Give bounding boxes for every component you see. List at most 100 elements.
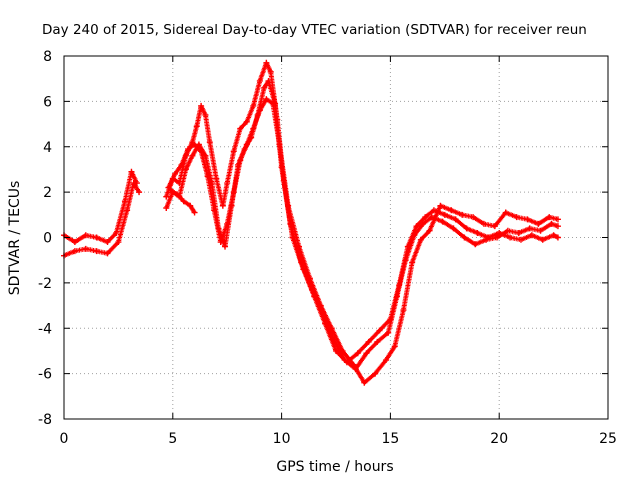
x-axis-label: GPS time / hours [276,459,393,475]
data-point [263,59,270,66]
data-point [328,325,335,332]
data-point [550,232,557,239]
data-point [391,343,398,350]
data-point [472,241,479,248]
data-point [71,248,78,255]
series-track-c [163,59,561,366]
data-point [515,229,522,236]
data-point [174,191,181,198]
y-tick-label: -8 [38,412,52,428]
data-point [82,232,89,239]
data-point [339,347,346,354]
data-point [554,234,561,241]
data-point [376,327,383,334]
data-point [361,379,368,386]
series-track-d [163,77,561,373]
grid-lines [64,56,608,419]
data-point [250,102,257,109]
data-point [104,239,111,246]
data-point [526,225,533,232]
data-point [402,257,409,264]
y-tick-label: -4 [38,321,52,337]
data-point [136,189,143,196]
x-tick-label: 5 [168,431,177,447]
data-point [504,227,511,234]
data-point [393,293,400,300]
data-point [426,227,433,234]
data-point [230,148,237,155]
y-tick-label: 0 [43,231,52,247]
data-point [163,205,170,212]
data-point [363,350,370,357]
data-point [450,225,457,232]
data-point [480,220,487,227]
x-tick-label: 25 [599,431,617,447]
y-axis-label: SDTVAR / TECUs [7,181,23,296]
y-tick-label: 2 [43,185,52,201]
data-point [224,220,231,227]
axis-ticks: 0 5 10 15 20 25 -8 -6 -4 -2 0 2 4 6 8 [38,49,617,447]
data-point [554,223,561,230]
data-point [182,166,189,173]
y-tick-label: 6 [43,94,52,110]
data-point [385,329,392,336]
data-point [208,180,215,187]
series-track-e [165,96,561,386]
data-point [298,259,305,266]
data-point [178,161,185,168]
data-point [296,243,303,250]
data-point [180,198,187,205]
data-point [163,193,170,200]
data-point [502,209,509,216]
data-point [507,234,514,241]
data-point [374,338,381,345]
data-point [269,100,276,107]
data-point [261,84,268,91]
data-point [263,96,270,103]
x-tick-label: 15 [381,431,399,447]
data-point [535,220,542,227]
data-point [185,146,192,153]
data-point [409,259,416,266]
data-point [256,107,263,114]
data-point [548,220,555,227]
data-point [224,180,231,187]
data-point [350,361,357,368]
y-tick-label: -2 [38,276,52,292]
data-point [441,211,448,218]
data-point [230,189,237,196]
series-track-f [167,186,198,216]
data-point [528,232,535,239]
data-point [128,168,135,175]
data-point [198,148,205,155]
data-point [202,111,209,118]
data-point [256,77,263,84]
x-tick-label: 0 [60,431,69,447]
data-point [539,236,546,243]
data-point [189,152,196,159]
data-point [243,141,250,148]
data-point [167,186,174,193]
data-point [250,125,257,132]
data-point [420,220,427,227]
data-point [554,216,561,223]
data-point [130,180,137,187]
y-tick-label: 8 [43,49,52,65]
data-point [115,239,122,246]
data-point [82,245,89,252]
data-point [437,202,444,209]
data-points [61,59,561,386]
data-point [104,250,111,257]
data-point [537,227,544,234]
y-tick-label: -6 [38,367,52,383]
data-point [461,234,468,241]
data-point [191,141,198,148]
data-point [222,243,229,250]
data-point [430,207,437,214]
data-point [470,214,477,221]
data-point [193,123,200,130]
data-point [198,102,205,109]
data-point [317,302,324,309]
data-point [93,234,100,241]
